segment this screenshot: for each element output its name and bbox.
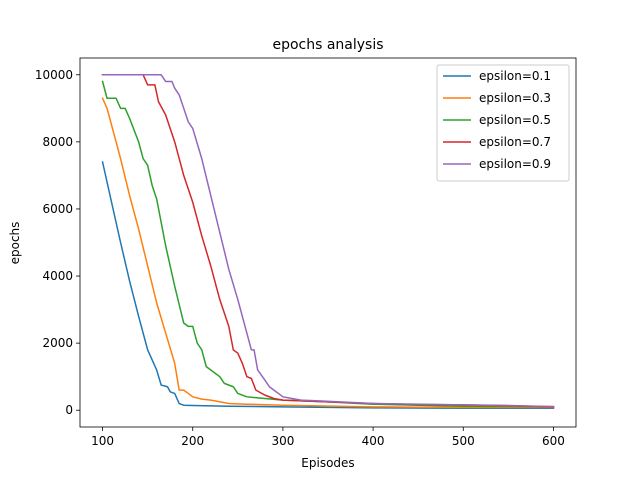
series-line-3 <box>101 80 555 408</box>
x-tick-label: 600 <box>542 434 565 448</box>
series-line-5 <box>101 74 555 408</box>
series-line-1 <box>101 161 555 409</box>
legend-label-1: epsilon=0.1 <box>479 69 551 83</box>
x-tick-label: 400 <box>362 434 385 448</box>
plot-area <box>79 57 577 428</box>
plot-frame <box>79 57 577 428</box>
chart-title: epochs analysis <box>272 37 383 53</box>
series-line-2 <box>101 97 555 409</box>
legend-label-2: epsilon=0.3 <box>479 91 551 105</box>
y-tick-label: 4000 <box>42 269 73 283</box>
x-tick-label: 500 <box>452 434 475 448</box>
legend-label-4: epsilon=0.7 <box>479 135 551 149</box>
x-axis-label: Episodes <box>301 456 354 470</box>
y-tick-label: 0 <box>65 403 73 417</box>
x-tick-label: 100 <box>91 434 114 448</box>
legend-label-3: epsilon=0.5 <box>479 113 551 127</box>
legend-label-5: epsilon=0.9 <box>479 157 551 171</box>
y-axis: 0 2000 4000 6000 8000 10000 <box>35 68 80 417</box>
legend: epsilon=0.1 epsilon=0.3 epsilon=0.5 epsilon… <box>436 64 570 182</box>
y-tick-label: 2000 <box>42 336 73 350</box>
x-tick-label: 200 <box>181 434 204 448</box>
x-tick-label: 300 <box>271 434 294 448</box>
y-tick-label: 6000 <box>42 202 73 216</box>
x-axis: 100 200 300 400 500 600 <box>91 427 565 448</box>
y-axis-label: epochs <box>8 222 22 265</box>
y-tick-label: 8000 <box>42 135 73 149</box>
legend-box <box>436 64 570 182</box>
y-tick-label: 10000 <box>35 68 73 82</box>
